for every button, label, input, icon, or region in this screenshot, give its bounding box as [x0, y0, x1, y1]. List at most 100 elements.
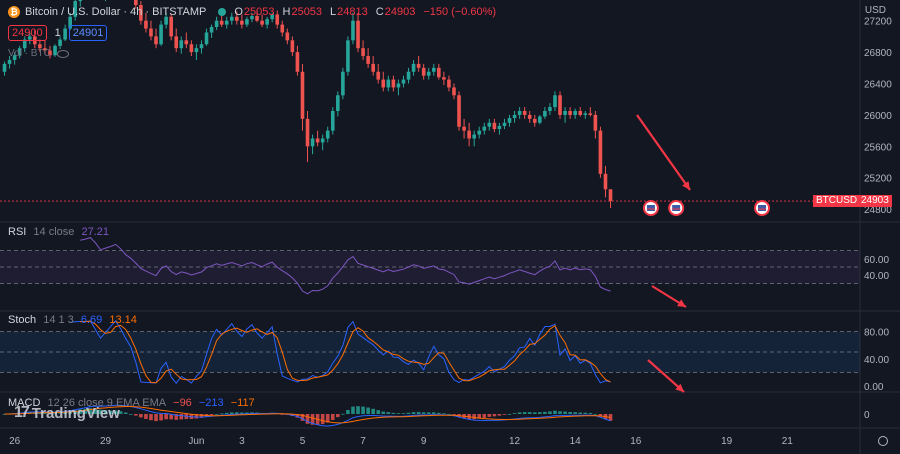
- symbol-header[interactable]: ₿ Bitcoin / U.S. Dollar · 4h · BITSTAMP …: [8, 4, 504, 20]
- candle-body: [477, 130, 482, 135]
- candle-body: [356, 20, 360, 49]
- down-arrow-icon: [651, 285, 687, 308]
- time-tick-label: 9: [421, 436, 427, 447]
- rsi-params: 14 close: [33, 226, 75, 238]
- macd-histogram-bar: [497, 414, 502, 416]
- candle-body: [336, 95, 340, 111]
- watermark-text: TradingView: [31, 404, 120, 422]
- currency-label[interactable]: USD: [864, 5, 886, 16]
- candle-body: [68, 16, 72, 29]
- candle-body: [507, 118, 512, 123]
- macd-histogram-bar: [214, 413, 219, 415]
- rsi-legend[interactable]: RSI 14 close 27.21: [8, 226, 109, 238]
- ohlc-value: 25053: [243, 6, 275, 18]
- macd-histogram-bar: [588, 412, 593, 414]
- candle-body: [199, 44, 204, 49]
- last-price-tag: 24903: [858, 195, 892, 208]
- macd-histogram-bar: [563, 411, 567, 414]
- macd-histogram-bar: [477, 414, 482, 419]
- candle-body: [346, 40, 350, 72]
- macd-params: 12 26 close 9 EMA EMA: [47, 397, 167, 409]
- candle-body: [159, 24, 163, 45]
- buy-button[interactable]: 24901: [68, 25, 108, 41]
- candle-body: [366, 56, 370, 64]
- price-axis[interactable]: 24800 25200 25600 26000 26400 26800 27200 60.00…: [864, 17, 892, 421]
- time-axis[interactable]: 26 29 Jun 3 5 7 9 12 14 16 19 21: [9, 436, 793, 447]
- candle-body: [361, 48, 365, 57]
- macd-histogram-bar: [224, 412, 229, 414]
- volume-label: Vol · BTC: [8, 48, 51, 59]
- stoch-legend[interactable]: Stoch 14 1 3 6.69 13.14: [8, 314, 137, 326]
- macd-histogram-bar: [573, 412, 577, 414]
- rsi-title: RSI: [8, 226, 27, 238]
- ohlc-label: O: [234, 6, 243, 18]
- macd-histogram-bar: [532, 412, 537, 414]
- macd-histogram-bar: [426, 412, 431, 414]
- bitcoin-icon: ₿: [8, 6, 20, 18]
- stoch-d-line: [80, 320, 611, 384]
- macd-histogram-bar: [336, 414, 340, 418]
- candle-body: [144, 20, 148, 29]
- macd-histogram-bar: [396, 413, 401, 415]
- symbol-title[interactable]: Bitcoin / U.S. Dollar · 4h · BITSTAMP: [25, 6, 207, 18]
- indicator-pane-backgrounds: [0, 250, 860, 373]
- candle-body: [310, 138, 315, 147]
- candle-body: [229, 16, 234, 21]
- candle-body: [467, 130, 471, 139]
- price-tick-label: 26000: [864, 111, 892, 122]
- arrow-head: [682, 181, 690, 190]
- candle-body: [548, 107, 552, 111]
- candle-body: [376, 71, 381, 80]
- time-tick-label: 21: [782, 436, 794, 447]
- macd-hist-value: −96: [173, 397, 192, 409]
- candle-body: [351, 20, 355, 41]
- candle-body: [608, 189, 613, 202]
- macd-histogram-bar: [139, 414, 143, 418]
- candle-body: [593, 114, 598, 131]
- macd-legend[interactable]: MACD 12 26 close 9 EMA EMA −96 −213 −117: [8, 397, 255, 409]
- sell-button[interactable]: 24900: [8, 25, 47, 41]
- candle-body: [265, 19, 269, 25]
- macd-histogram-bar: [391, 412, 396, 414]
- macd-histogram-bar: [487, 414, 492, 417]
- candle-body: [224, 20, 229, 25]
- volume-legend[interactable]: Vol · BTC: [8, 48, 69, 59]
- rsi-tick-label: 40.00: [864, 271, 889, 282]
- ohlc-label: C: [375, 6, 384, 18]
- rsi-value: 27.21: [81, 226, 109, 238]
- quantity-field[interactable]: 1: [54, 27, 61, 39]
- price-candles: [0, 0, 860, 209]
- time-tick-label: 3: [239, 436, 245, 447]
- macd-histogram-bar: [330, 414, 335, 421]
- candle-body: [391, 79, 396, 88]
- stoch-d-value: 13.14: [109, 314, 137, 326]
- candle-body: [527, 114, 532, 119]
- us-flag-event-icon: [668, 200, 685, 216]
- macd-histogram-bar: [245, 412, 249, 414]
- candle-body: [285, 32, 290, 41]
- macd-histogram-bar: [73, 410, 78, 414]
- macd-histogram-bar: [88, 408, 93, 414]
- candle-body: [290, 40, 295, 53]
- macd-histogram-bar: [280, 414, 285, 415]
- eye-icon[interactable]: [56, 49, 69, 58]
- event-marker-flag: [672, 205, 681, 211]
- candle-body: [512, 114, 517, 119]
- macd-histogram-bar: [341, 413, 345, 415]
- candle-body: [17, 48, 22, 56]
- gear-icon[interactable]: [878, 436, 888, 446]
- macd-title: MACD: [8, 397, 41, 409]
- macd-histogram-bar: [164, 414, 168, 420]
- ohlc-value: 24813: [337, 6, 368, 18]
- macd-histogram-bar: [482, 414, 487, 418]
- macd-histogram-bar: [320, 414, 325, 425]
- macd-histogram-bar: [240, 412, 244, 414]
- candle-body: [578, 111, 583, 115]
- macd-histogram-bar: [305, 414, 310, 424]
- market-status-dot-icon: [218, 8, 227, 16]
- candle-body: [532, 118, 537, 123]
- macd-histogram-bar: [63, 412, 67, 414]
- candle-body: [416, 63, 421, 68]
- macd-histogram-bar: [78, 409, 83, 414]
